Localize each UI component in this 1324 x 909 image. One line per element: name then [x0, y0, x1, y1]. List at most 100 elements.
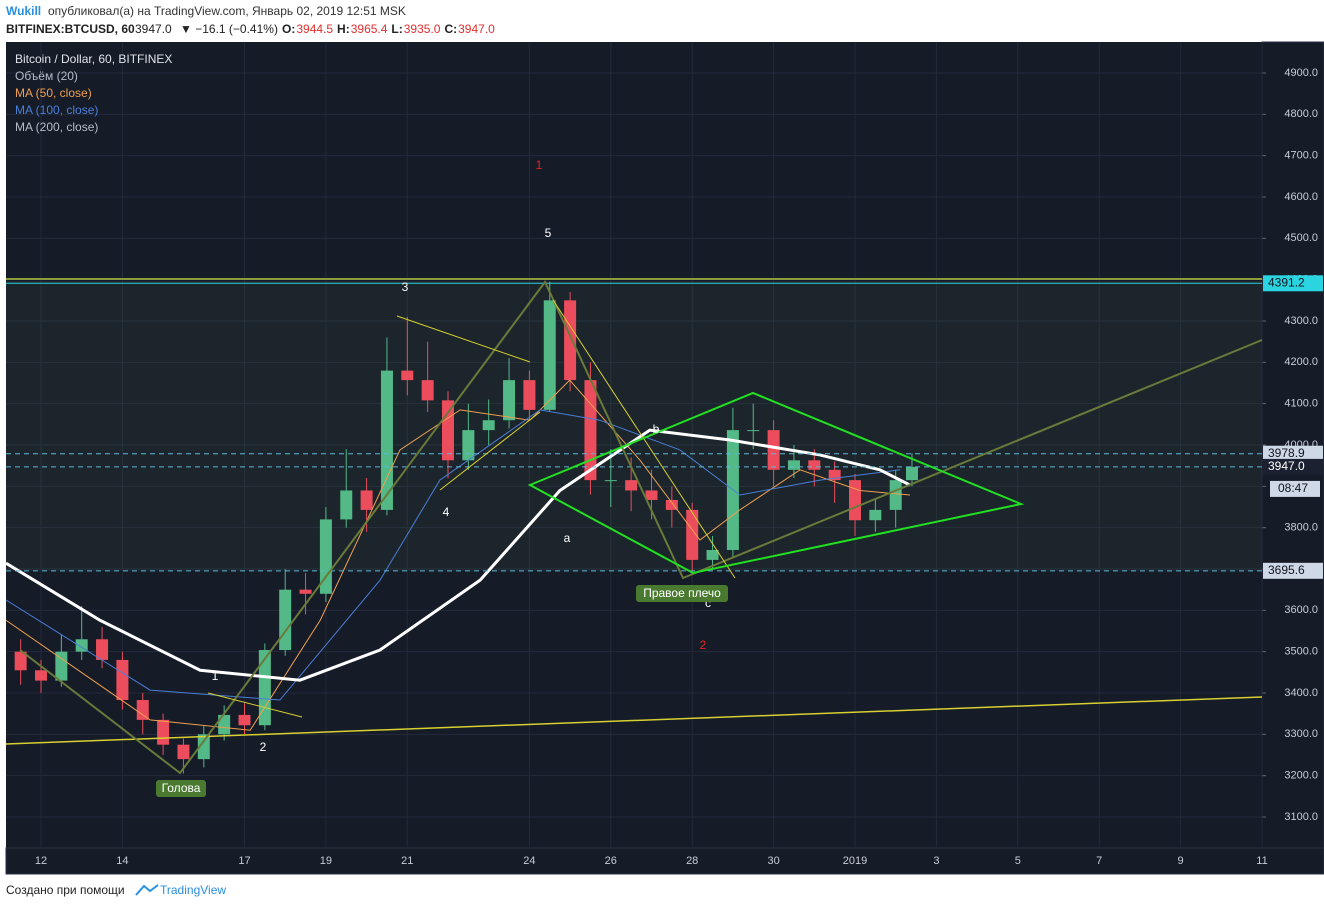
- candle-body: [503, 380, 516, 421]
- candle-body: [828, 469, 841, 481]
- wave: c: [705, 596, 711, 610]
- y-tick-label: 3600.0: [1284, 604, 1318, 616]
- candle-body: [808, 460, 821, 470]
- candle-body: [604, 480, 617, 482]
- y-tick-label: 3100.0: [1284, 811, 1318, 823]
- candle-body: [523, 380, 536, 410]
- candle-body: [55, 651, 68, 681]
- legend-item: MA (100, close): [15, 103, 98, 117]
- legend-item: Объём (20): [15, 69, 78, 83]
- ohlc: O: 3944.5 H: 3965.4 L: 3935.0 C: 3947.0: [282, 22, 495, 36]
- wave: 1: [212, 669, 219, 683]
- wave: b: [653, 422, 660, 436]
- candle-body: [787, 460, 800, 470]
- footer-text: Создано при помощи: [6, 883, 125, 897]
- pattern: [19, 280, 1263, 775]
- wave: 1: [536, 158, 543, 172]
- author[interactable]: Wukill: [6, 4, 41, 18]
- triangle: [527, 391, 1025, 575]
- wave: 3: [402, 280, 409, 294]
- candle-body: [462, 430, 475, 461]
- candle-body: [35, 670, 48, 681]
- x-tick-label: 2019: [843, 855, 867, 867]
- price-tag: [1263, 562, 1323, 579]
- candle-body: [905, 466, 918, 481]
- candle-body: [543, 300, 556, 410]
- y-tick-label: 4500.0: [1284, 232, 1318, 244]
- candle-body: [482, 420, 495, 431]
- candle-body: [299, 589, 312, 594]
- candle-body: [645, 490, 658, 500]
- ohlc-label: L:: [391, 22, 402, 36]
- price-tag-label: 3695.6: [1268, 563, 1305, 577]
- y-tick-label: 4200.0: [1284, 356, 1318, 368]
- ohlc-label: C:: [444, 22, 457, 36]
- label-box: [156, 780, 206, 797]
- x-tick-label: 28: [686, 855, 698, 867]
- ohlc-label: H:: [337, 22, 350, 36]
- candle-body: [319, 519, 332, 594]
- candle-body: [665, 499, 678, 510]
- change: ▼ −16.1 (−0.41%): [180, 22, 278, 36]
- symbol: BITFINEX:BTCUSD, 60: [6, 22, 135, 36]
- label: Правое плечо: [643, 586, 721, 600]
- price-tag: [1263, 445, 1323, 462]
- candle-body: [238, 714, 251, 726]
- candle-body: [340, 490, 353, 520]
- wave: 4: [443, 505, 450, 519]
- candle-body: [584, 380, 597, 481]
- x-tick-label: 21: [401, 855, 413, 867]
- legend-item: MA (200, close): [15, 120, 98, 134]
- y-tick-label: 4900.0: [1284, 67, 1318, 79]
- wave: 2: [260, 740, 267, 754]
- x-tick-label: 12: [35, 855, 47, 867]
- candle-body: [686, 509, 699, 560]
- price-tag-label: 3947.0: [1268, 459, 1305, 473]
- ohlc-value: 3947.0: [458, 22, 495, 36]
- x-tick-label: 30: [767, 855, 779, 867]
- trend: [207, 692, 303, 718]
- candle-body: [197, 734, 210, 760]
- x-tick-label: 3: [933, 855, 939, 867]
- candle-body: [279, 589, 292, 651]
- x-tick-label: 14: [116, 855, 128, 867]
- annotations: 1 5 3 4 a b c 2 1 2 Голова Правое плечо: [156, 158, 728, 797]
- candle-body: [625, 480, 638, 491]
- logo: [135, 884, 159, 896]
- candle-body: [706, 549, 719, 560]
- candle-body: [14, 651, 27, 671]
- countdown-tag: [1270, 480, 1320, 497]
- candle-body: [136, 700, 149, 720]
- candle-body: [218, 714, 231, 735]
- last-price: 3947.0: [135, 22, 172, 36]
- x-tick-label: 11: [1256, 855, 1267, 867]
- x-tick-label: 17: [238, 855, 250, 867]
- ohlc-label: O:: [282, 22, 295, 36]
- footer-brand[interactable]: TradingView: [160, 883, 226, 897]
- price-tag: [1263, 275, 1323, 292]
- moving-average: [5, 428, 911, 682]
- countdown: 08:47: [1278, 481, 1308, 495]
- y-tick-label: 4100.0: [1284, 398, 1318, 410]
- x-tick-label: 5: [1015, 855, 1021, 867]
- wave: 2: [700, 638, 707, 652]
- candle-body: [116, 659, 129, 701]
- candle-body: [869, 509, 882, 521]
- legend-item: MA (50, close): [15, 86, 92, 100]
- y-tick-label: 3200.0: [1284, 770, 1318, 782]
- y-tick-label: 4600.0: [1284, 191, 1318, 203]
- candle-body: [177, 744, 190, 760]
- y-tick-label: 4700.0: [1284, 150, 1318, 162]
- legend: Bitcoin / Dollar, 60, BITFINEX Объём (20)…: [15, 52, 172, 134]
- x-tick-label: 9: [1178, 855, 1184, 867]
- y-tick-label: 3300.0: [1284, 728, 1318, 740]
- candle-body: [767, 430, 780, 470]
- moving-average: [5, 379, 910, 731]
- wave: a: [564, 531, 571, 545]
- candle-body: [747, 430, 760, 432]
- y-tick-label: 4800.0: [1284, 108, 1318, 120]
- published: опубликовал(а) на TradingView.com, Январ…: [48, 4, 406, 18]
- label-box: [636, 585, 728, 602]
- candle-body: [96, 639, 109, 660]
